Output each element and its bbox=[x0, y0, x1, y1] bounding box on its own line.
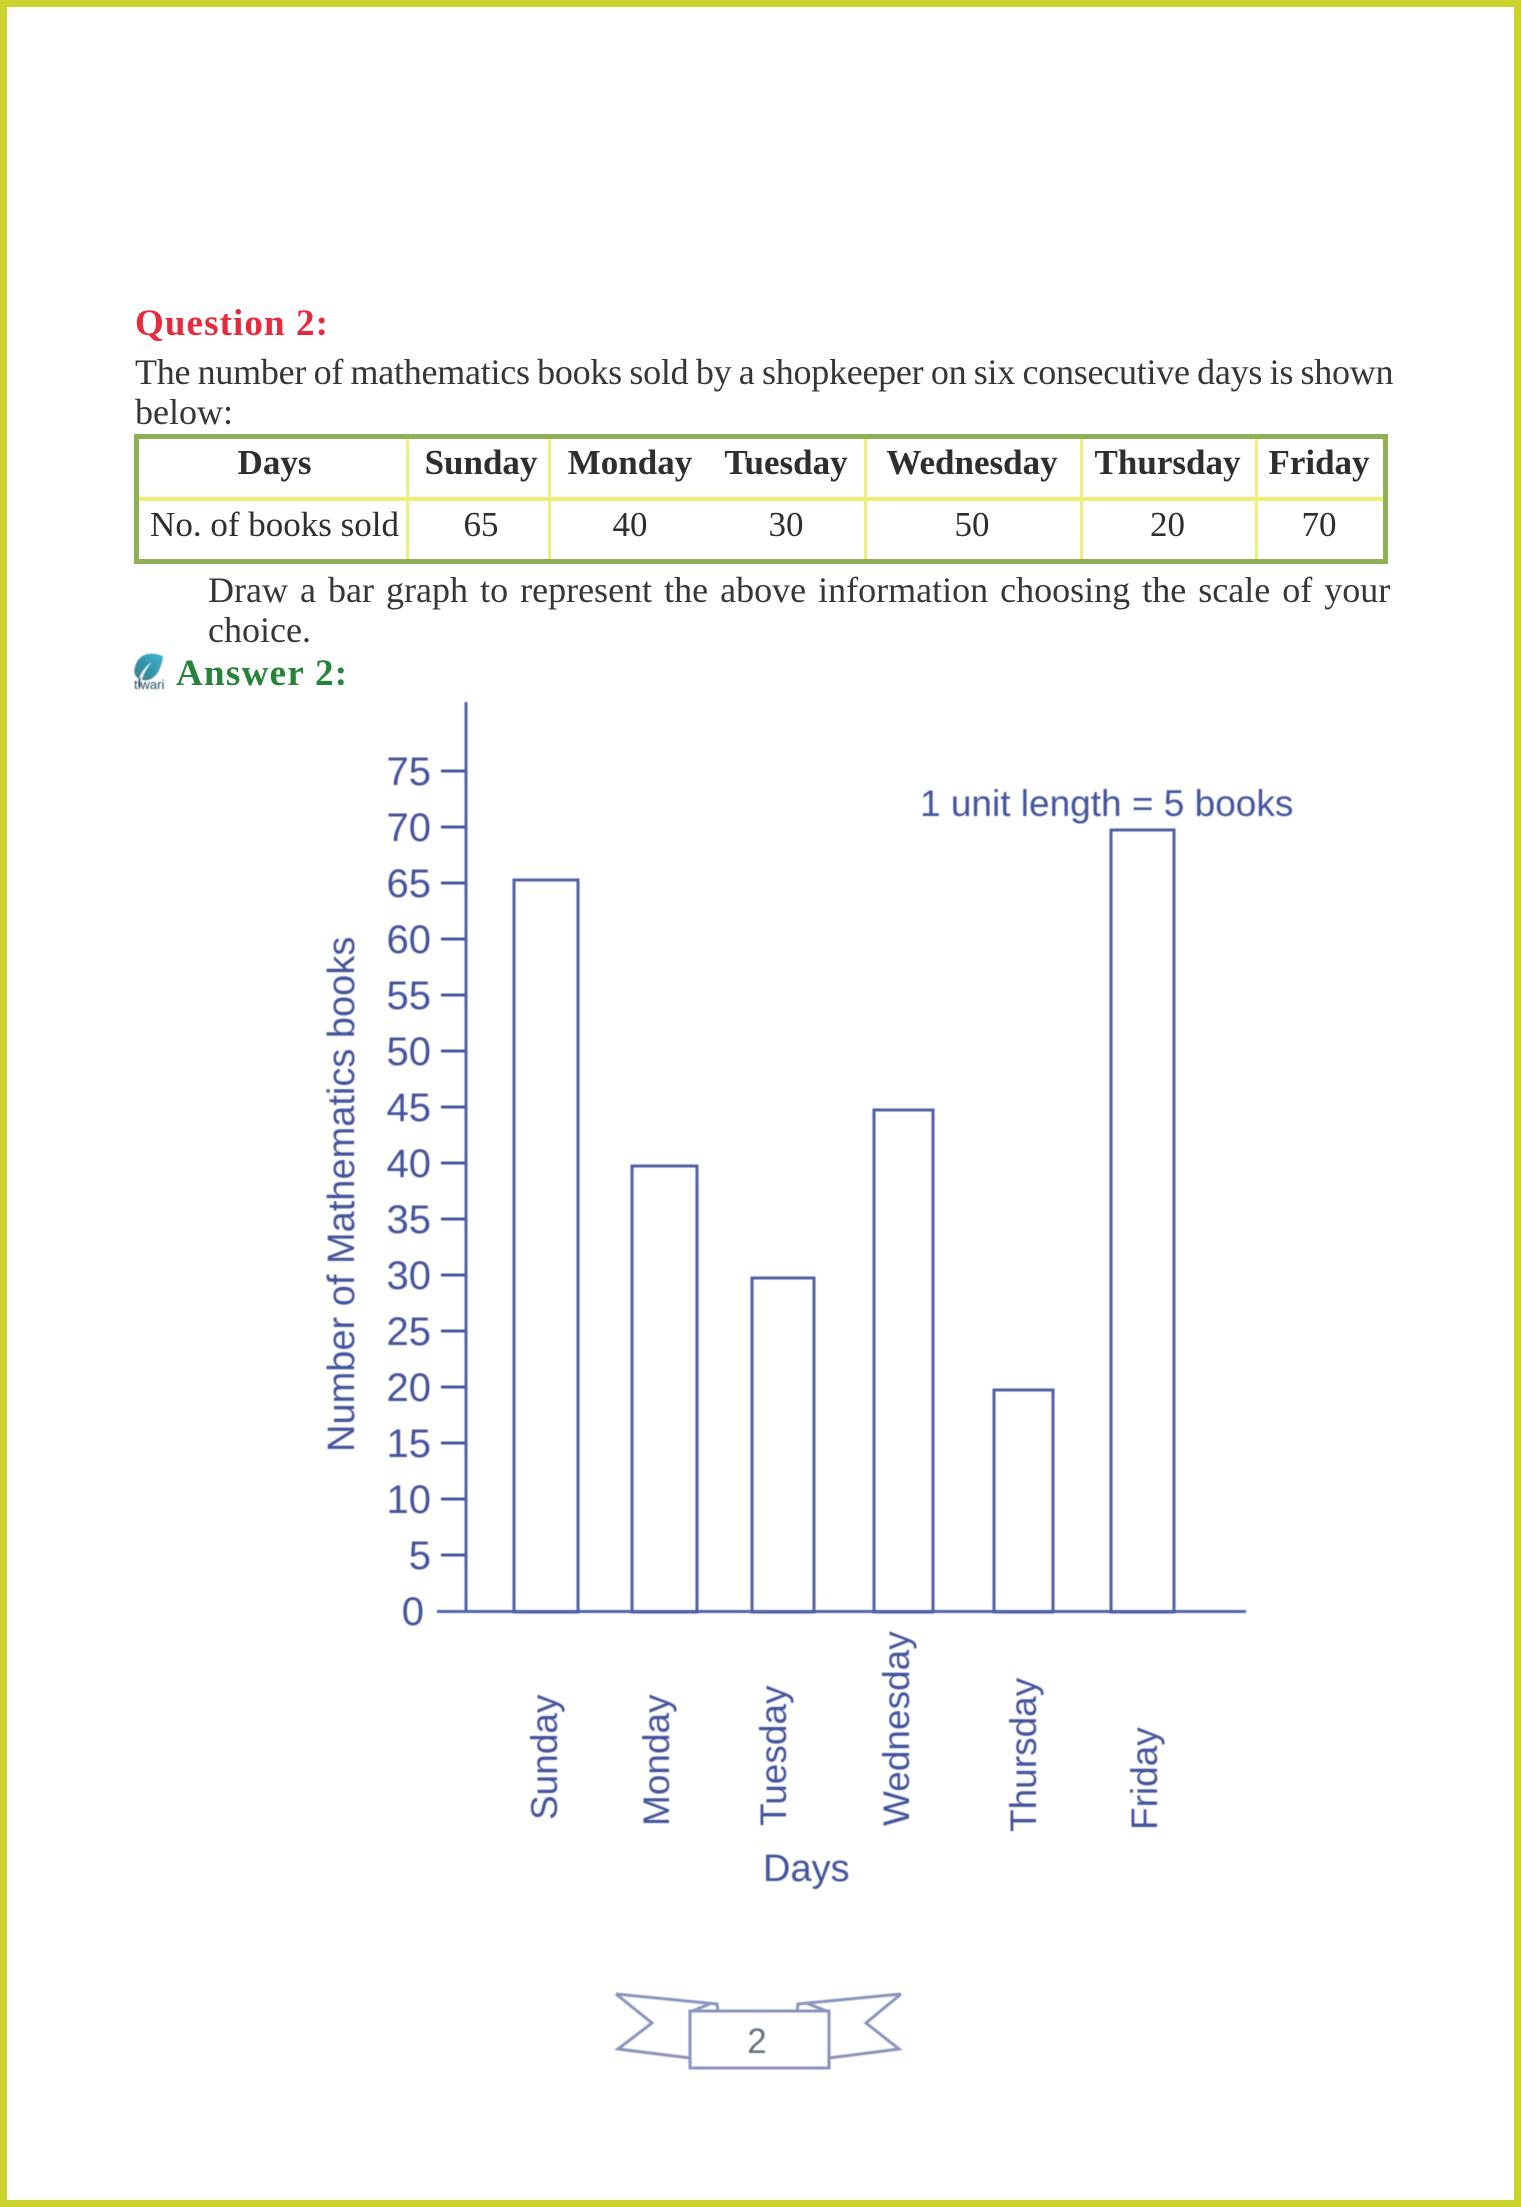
svg-text:75: 75 bbox=[387, 750, 432, 794]
svg-text:0: 0 bbox=[402, 1590, 424, 1634]
svg-text:55: 55 bbox=[387, 974, 432, 1018]
svg-text:Friday: Friday bbox=[1124, 1727, 1165, 1830]
svg-text:10: 10 bbox=[387, 1478, 432, 1522]
svg-text:tiwari: tiwari bbox=[134, 677, 164, 692]
svg-text:Thursday: Thursday bbox=[1003, 1677, 1044, 1832]
svg-text:40: 40 bbox=[387, 1142, 432, 1186]
svg-text:1 unit length = 5 books: 1 unit length = 5 books bbox=[920, 783, 1293, 824]
svg-text:Tuesday: Tuesday bbox=[753, 1685, 794, 1826]
svg-text:Monday: Monday bbox=[636, 1694, 677, 1826]
svg-text:30: 30 bbox=[387, 1254, 432, 1298]
svg-text:Sunday: Sunday bbox=[524, 1694, 565, 1820]
svg-text:Wednesday: Wednesday bbox=[876, 1631, 917, 1826]
svg-text:50: 50 bbox=[387, 1030, 432, 1074]
svg-text:60: 60 bbox=[387, 918, 432, 962]
svg-text:65: 65 bbox=[387, 862, 432, 906]
svg-text:15: 15 bbox=[387, 1422, 432, 1466]
svg-text:70: 70 bbox=[387, 806, 432, 850]
svg-text:2: 2 bbox=[747, 2022, 766, 2061]
svg-text:45: 45 bbox=[387, 1086, 432, 1130]
svg-text:Number of Mathematics books: Number of Mathematics books bbox=[321, 937, 363, 1452]
svg-text:Days: Days bbox=[763, 1848, 850, 1890]
svg-text:5: 5 bbox=[409, 1534, 431, 1578]
svg-text:35: 35 bbox=[387, 1198, 432, 1242]
svg-text:25: 25 bbox=[387, 1310, 432, 1354]
svg-text:20: 20 bbox=[387, 1366, 432, 1410]
